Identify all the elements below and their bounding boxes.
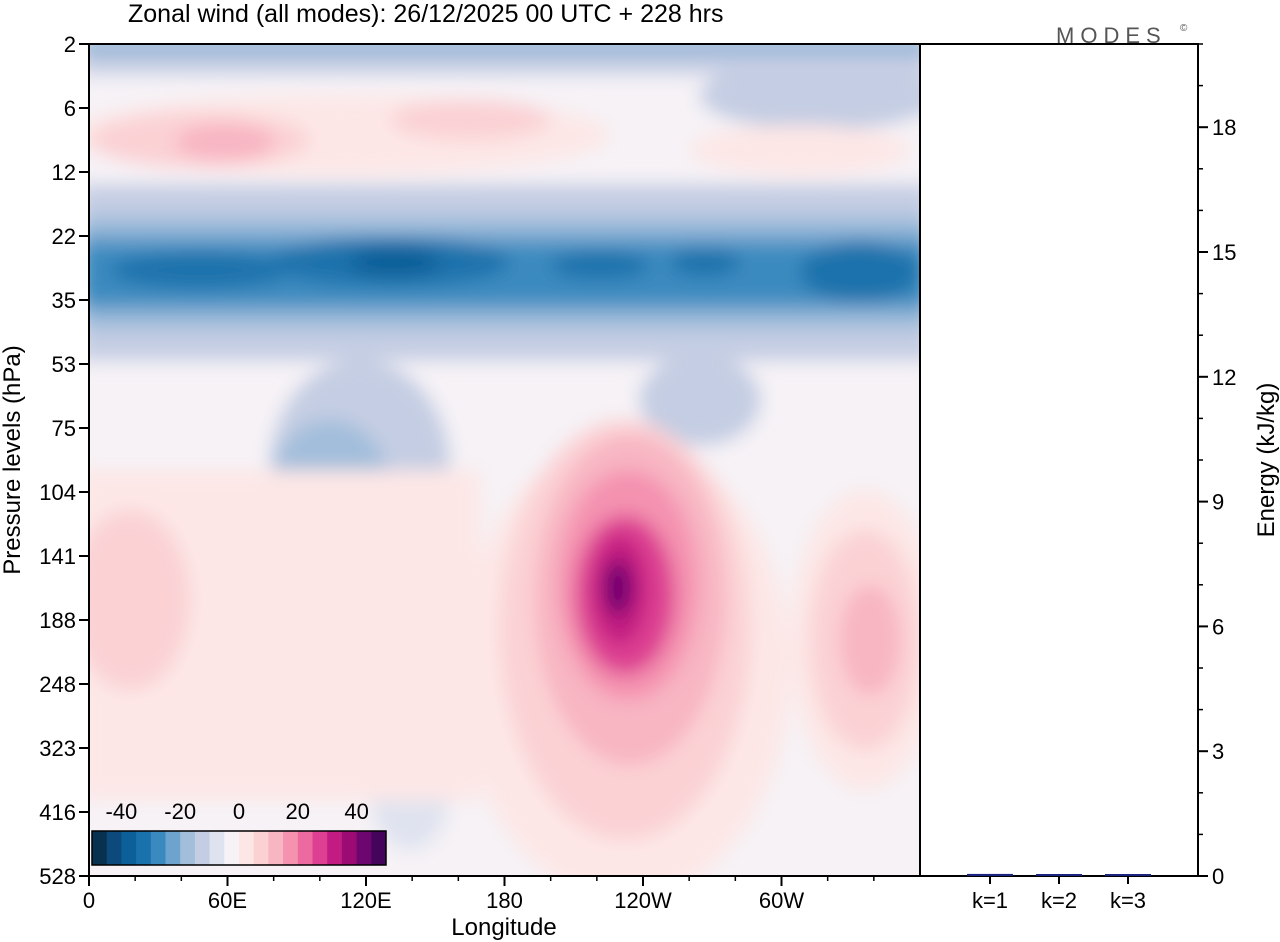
colorbar-label: 40 [344, 799, 368, 824]
upper-right-blue [700, 60, 920, 130]
colorbar-swatch [180, 831, 196, 865]
x-tick-label: 180 [486, 888, 523, 913]
y-tick-label: 35 [52, 288, 76, 313]
y-tick-label: 75 [52, 416, 76, 441]
colorbar-swatch [165, 831, 181, 865]
colorbar-label: 20 [286, 799, 310, 824]
x-tick-label: 0 [83, 888, 95, 913]
colorbar: -40 -20 0 20 40 [91, 799, 387, 866]
jet-core-west-max [350, 248, 440, 276]
zonal-wind-contour-field [89, 44, 920, 876]
colorbar-label: -20 [164, 799, 196, 824]
energy-axis-label: Energy (kJ/kg) [1253, 383, 1280, 538]
energy-bars: k=1 k=2 k=3 [967, 873, 1151, 913]
top-light-band [89, 52, 920, 74]
colorbar-swatch [136, 831, 152, 865]
colorbar-swatch [356, 831, 372, 865]
field-shapes [89, 44, 920, 876]
colorbar-swatch [312, 831, 328, 865]
y-tick-label: 12 [52, 160, 76, 185]
x-tick-label: 120W [614, 888, 672, 913]
energy-tick-label: 0 [1212, 864, 1224, 889]
jet-core-far-west [110, 252, 290, 288]
modes-logo-mark: © [1180, 23, 1188, 34]
x-axis-label: Longitude [451, 914, 556, 941]
energy-tick-label: 6 [1212, 614, 1224, 639]
y-tick-label: 141 [39, 544, 76, 569]
jet-core-east [670, 248, 740, 276]
colorbar-swatch [150, 831, 166, 865]
upper-right-pink [690, 125, 910, 175]
colorbar-label: 0 [233, 799, 245, 824]
colorbar-swatch [268, 831, 284, 865]
colorbar-swatch [106, 831, 122, 865]
energy-tick-label: 15 [1212, 240, 1236, 265]
energy-panel-frame [919, 43, 1199, 877]
x-tick-label: 60W [759, 888, 804, 913]
colorbar-swatch [224, 831, 240, 865]
colorbar-swatch [283, 831, 299, 865]
y-tick-label: 6 [64, 96, 76, 121]
energy-bar [1036, 874, 1082, 876]
colorbar-swatch [92, 831, 108, 865]
y-tick-label: 53 [52, 352, 76, 377]
energy-bar [1105, 874, 1151, 876]
y-tick-label: 416 [39, 800, 76, 825]
chart-title: Zonal wind (all modes): 26/12/2025 00 UT… [128, 0, 723, 28]
colorbar-swatch [209, 831, 225, 865]
colorbar-swatch [194, 831, 211, 865]
colorbar-swatch [297, 831, 313, 865]
energy-tick-label: 18 [1212, 115, 1236, 140]
energy-category-label: k=2 [1041, 888, 1077, 913]
colorbar-swatch [341, 831, 358, 865]
energy-category-label: k=1 [972, 888, 1008, 913]
y-tick-label: 248 [39, 672, 76, 697]
east-blue-patch [640, 355, 760, 445]
x-tick-label: 60E [208, 888, 247, 913]
energy-category-label: k=3 [1110, 888, 1146, 913]
y-tick-label: 22 [52, 224, 76, 249]
x-tick-label: 120E [340, 888, 391, 913]
east-jet-core [604, 560, 632, 616]
y-tick-label: 2 [64, 32, 76, 57]
y-tick-label: 188 [39, 608, 76, 633]
upper-pink-secondary [390, 100, 550, 140]
colorbar-frame [91, 830, 387, 866]
energy-tick-label: 9 [1212, 490, 1224, 515]
colorbar-swatch [121, 831, 137, 865]
energy-tick-label: 3 [1212, 739, 1224, 764]
right-jet-level-3 [840, 585, 900, 695]
energy-bar [967, 873, 1013, 876]
left-pink-patch [89, 510, 190, 690]
y-axis-label: Pressure levels (hPa) [0, 345, 26, 574]
energy-tick-label: 12 [1212, 365, 1236, 390]
jet-core-far-east [800, 242, 920, 302]
y-tick-label: 104 [39, 480, 76, 505]
y-tick-label: 323 [39, 736, 76, 761]
colorbar-swatch [253, 831, 269, 865]
colorbar-swatch [371, 831, 387, 865]
colorbar-swatch [239, 831, 255, 865]
upper-pink-core [175, 124, 275, 160]
colorbar-swatch [327, 831, 343, 865]
colorbar-label: -40 [106, 799, 138, 824]
y-tick-label: 528 [39, 864, 76, 889]
jet-core-middle [550, 251, 650, 279]
